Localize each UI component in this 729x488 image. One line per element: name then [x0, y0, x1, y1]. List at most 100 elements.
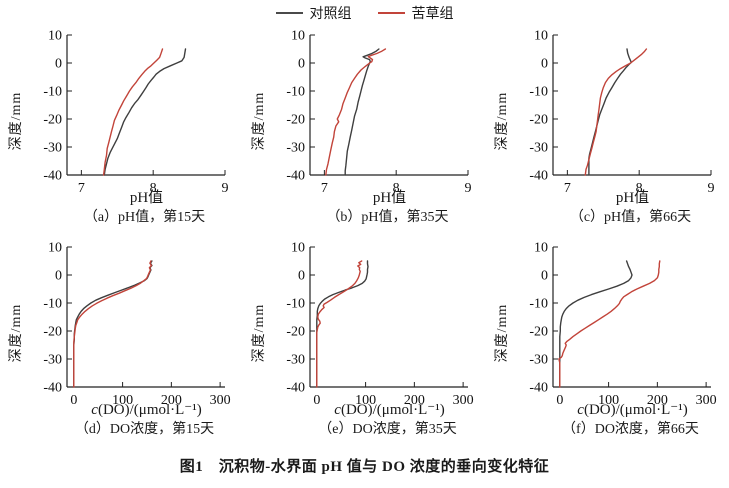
svg-text:300: 300	[696, 393, 717, 407]
svg-text:-30: -30	[43, 141, 62, 156]
svg-text:10: 10	[48, 241, 62, 256]
subplot-d: 深度/mm 0 100 200 300 10 0 -10 -20 -30 -40 c(DO)/(μ…	[0, 235, 243, 447]
svg-text:7: 7	[78, 181, 85, 195]
subplot-e: 深度/mm 0 100 200 300 10 0 -10 -20 -30 -40 c(DO)/(μ…	[243, 235, 486, 447]
x-axis-label-b-text: pH值	[372, 190, 407, 206]
subplot-caption-b: （b）pH值，第35天	[326, 210, 449, 225]
svg-text:-20: -20	[286, 325, 305, 340]
subplot-caption-f: （f）DO浓度，第66天	[562, 422, 699, 437]
subplot-caption-d: （d）DO浓度，第15天	[74, 422, 215, 437]
x-axis-label-a: pH值	[0, 189, 243, 207]
svg-text:-40: -40	[43, 169, 62, 184]
svg-text:-10: -10	[43, 297, 62, 312]
svg-text:0: 0	[70, 393, 77, 407]
svg-text:100: 100	[355, 393, 376, 407]
svg-text:100: 100	[112, 393, 133, 407]
svg-text:100: 100	[598, 393, 619, 407]
subplot-caption-c: （c）pH值，第66天	[569, 210, 692, 225]
svg-text:-30: -30	[529, 141, 548, 156]
svg-text:9: 9	[222, 181, 229, 195]
x-axis-label-d: c(DO)/(μmol·L⁻¹)	[0, 401, 243, 419]
svg-text:7: 7	[321, 181, 328, 195]
y-axis-label-c: 深度/mm	[495, 91, 510, 151]
svg-text:9: 9	[465, 181, 472, 195]
chart-b-canvas: 7 8 9 10 0 -10 -20 -30 -40	[286, 29, 472, 196]
svg-text:10: 10	[534, 29, 548, 44]
chart-c-canvas: 7 8 9 10 0 -10 -20 -30 -40	[529, 29, 715, 196]
x-axis-label-e-italic: c	[334, 402, 341, 418]
x-axis-label-e-text: (DO)/(μmol·L⁻¹)	[340, 402, 445, 418]
svg-text:10: 10	[291, 29, 305, 44]
svg-text:-10: -10	[529, 297, 548, 312]
svg-text:0: 0	[55, 57, 62, 72]
legend-item-control-group: 对照组	[275, 3, 352, 23]
legend-label-vallisneria-group: 苦草组	[411, 7, 454, 22]
svg-text:200: 200	[161, 393, 182, 407]
svg-text:10: 10	[534, 241, 548, 256]
svg-text:0: 0	[313, 393, 320, 407]
svg-text:-40: -40	[286, 381, 305, 396]
figure-caption: 图1 沉积物-水界面 pH 值与 DO 浓度的垂向变化特征	[179, 459, 550, 475]
svg-text:-20: -20	[43, 113, 62, 128]
subplot-caption-a: （a）pH值，第15天	[83, 210, 206, 225]
svg-text:-40: -40	[529, 381, 548, 396]
subplot-f: 深度/mm 0 100 200 300 10 0 -10 -20 -30 -40 c(DO)/(μ…	[486, 235, 729, 447]
svg-text:8: 8	[636, 181, 643, 195]
x-axis-label-d-italic: c	[91, 402, 98, 418]
legend-line-control-group	[275, 12, 303, 14]
chart-a-canvas: 7 8 9 10 0 -10 -20 -30 -40	[43, 29, 229, 196]
svg-text:0: 0	[541, 269, 548, 284]
subplot-b: 深度/mm 7 8 9 10 0 -10 -20 -30 -40 pH值 （b）pH值，第35天	[243, 23, 486, 235]
y-axis-label-f: 深度/mm	[495, 303, 510, 363]
svg-text:-20: -20	[529, 325, 548, 340]
svg-text:-10: -10	[529, 85, 548, 100]
subplot-c: 深度/mm 7 8 9 10 0 -10 -20 -30 -40 pH值 （c）pH值，第66天	[486, 23, 729, 235]
svg-text:0: 0	[556, 393, 563, 407]
x-axis-label-c-text: pH值	[615, 190, 650, 206]
svg-text:7: 7	[564, 181, 571, 195]
svg-text:-20: -20	[529, 113, 548, 128]
figure-panel-grid: 深度/mm 7 8 9 10 0 -10 -20 -30 -40 pH值 （a）pH值，第15天…	[0, 23, 729, 447]
svg-text:200: 200	[647, 393, 668, 407]
svg-text:-10: -10	[286, 85, 305, 100]
x-axis-label-f: c(DO)/(μmol·L⁻¹)	[486, 401, 729, 419]
legend: 对照组 苦草组	[0, 3, 729, 23]
svg-text:-30: -30	[286, 141, 305, 156]
svg-text:10: 10	[48, 29, 62, 44]
subplot-a: 深度/mm 7 8 9 10 0 -10 -20 -30 -40 pH值 （a）pH值，第15天	[0, 23, 243, 235]
svg-text:300: 300	[453, 393, 474, 407]
svg-text:8: 8	[150, 181, 157, 195]
y-axis-label-d: 深度/mm	[9, 303, 24, 363]
svg-text:-40: -40	[529, 169, 548, 184]
svg-text:9: 9	[708, 181, 715, 195]
svg-text:-30: -30	[286, 353, 305, 368]
svg-text:8: 8	[393, 181, 400, 195]
svg-text:0: 0	[55, 269, 62, 284]
svg-text:300: 300	[210, 393, 231, 407]
legend-label-control-group: 对照组	[309, 7, 352, 22]
svg-text:-40: -40	[43, 381, 62, 396]
svg-text:-40: -40	[286, 169, 305, 184]
svg-text:-20: -20	[43, 325, 62, 340]
svg-text:10: 10	[291, 241, 305, 256]
y-axis-label-e: 深度/mm	[252, 303, 267, 363]
x-axis-label-f-text: (DO)/(μmol·L⁻¹)	[583, 402, 688, 418]
subplot-caption-e: （e）DO浓度，第35天	[318, 422, 457, 437]
svg-text:-10: -10	[43, 85, 62, 100]
svg-text:-30: -30	[529, 353, 548, 368]
legend-item-vallisneria-group: 苦草组	[377, 3, 454, 23]
svg-text:-20: -20	[286, 113, 305, 128]
x-axis-label-e: c(DO)/(μmol·L⁻¹)	[243, 401, 486, 419]
x-axis-label-f-italic: c	[577, 402, 584, 418]
x-axis-label-a-text: pH值	[129, 190, 164, 206]
x-axis-label-d-text: (DO)/(μmol·L⁻¹)	[97, 402, 202, 418]
y-axis-label-a: 深度/mm	[9, 91, 24, 151]
svg-text:-30: -30	[43, 353, 62, 368]
svg-text:-10: -10	[286, 297, 305, 312]
svg-text:200: 200	[404, 393, 425, 407]
legend-line-vallisneria-group	[377, 12, 405, 14]
x-axis-label-c: pH值	[486, 189, 729, 207]
